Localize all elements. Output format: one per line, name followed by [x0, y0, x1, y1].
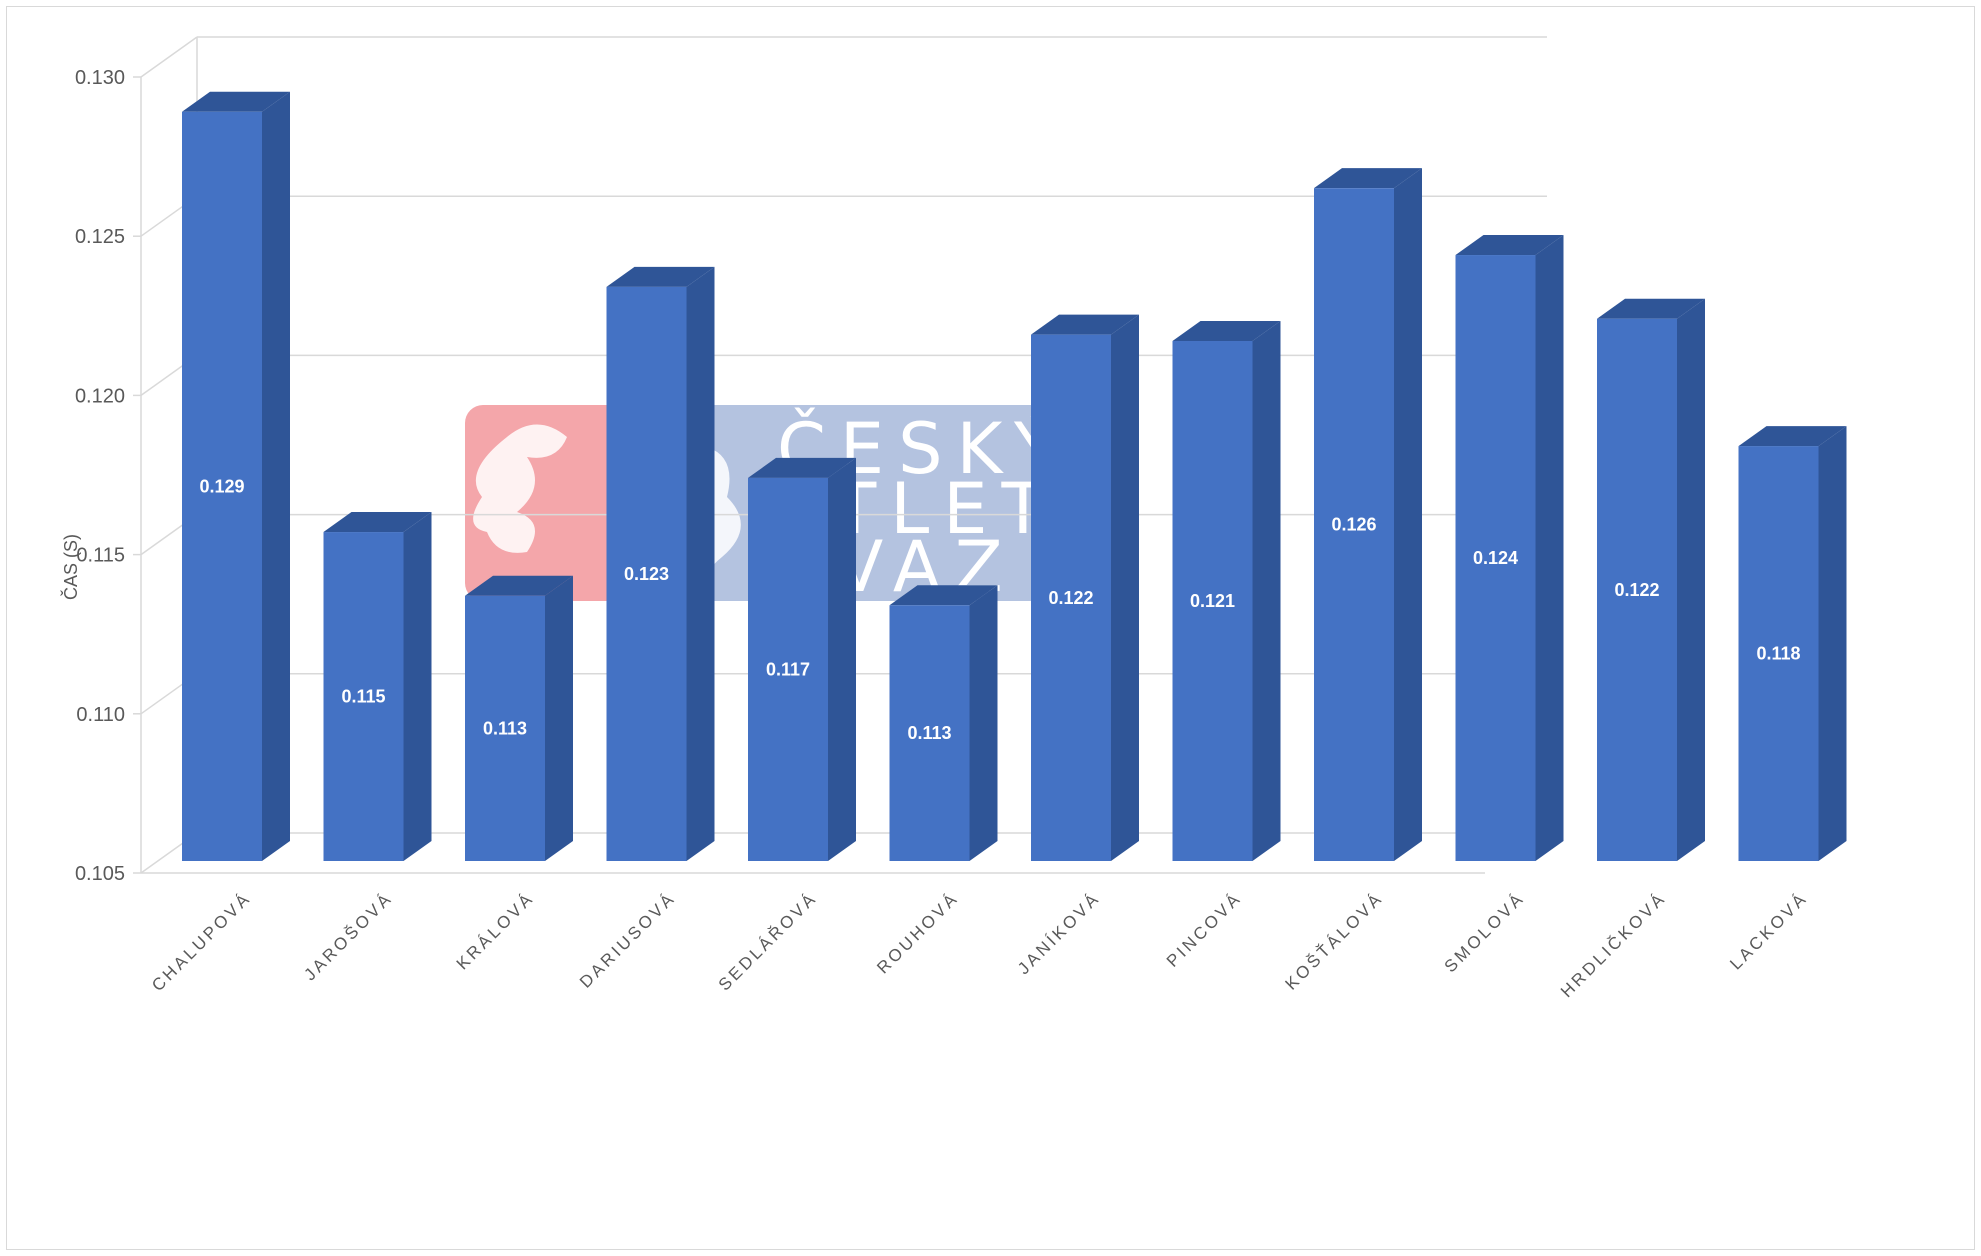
bar-front — [606, 286, 687, 861]
bar-side — [686, 266, 715, 861]
data-label: 0.115 — [341, 687, 385, 707]
data-label: 0.129 — [199, 476, 244, 496]
bar-front — [1314, 188, 1394, 861]
x-tick-label: DARIUSOVÁ — [576, 888, 679, 991]
bar-6: 0.113 — [889, 585, 998, 861]
bar-side — [1535, 235, 1564, 862]
bar-side — [828, 457, 856, 861]
bar-side — [1252, 321, 1281, 861]
bar-front — [1031, 334, 1111, 861]
x-tick-label: CHALUPOVÁ — [148, 888, 255, 995]
x-tick-label: ROUHOVÁ — [873, 888, 962, 977]
bar-front — [1738, 446, 1819, 861]
data-label: 0.122 — [1048, 588, 1093, 608]
x-tick-label: PINCOVÁ — [1163, 888, 1245, 970]
bar-side — [403, 512, 432, 861]
x-tick-label: KOŠŤÁLOVÁ — [1281, 888, 1386, 993]
bar-9: 0.126 — [1314, 168, 1422, 861]
bar-front — [748, 477, 828, 861]
bar-10: 0.124 — [1455, 235, 1564, 862]
data-label: 0.124 — [1473, 548, 1518, 568]
bar-12: 0.118 — [1738, 426, 1847, 861]
bar-front — [889, 605, 970, 861]
bar-front — [182, 111, 262, 861]
bar-front — [1172, 341, 1253, 861]
data-label: 0.123 — [624, 564, 669, 584]
bar-top — [182, 91, 290, 112]
y-tick-label: 0.125 — [75, 226, 125, 248]
bar-top — [889, 585, 998, 606]
bar-top — [465, 575, 573, 596]
y-tick-label: 0.130 — [75, 67, 125, 89]
bar-1: 0.129 — [182, 91, 290, 861]
bar-top — [748, 457, 856, 478]
bar-side — [969, 585, 998, 861]
data-label: 0.113 — [483, 718, 527, 738]
bar-front — [1455, 255, 1536, 862]
bar-top — [1738, 426, 1847, 447]
data-label: 0.122 — [1614, 580, 1659, 600]
data-label: 0.126 — [1331, 515, 1376, 535]
y-tick-label: 0.115 — [76, 545, 125, 567]
bar-top — [1597, 298, 1705, 319]
x-tick-label: JANÍKOVÁ — [1014, 888, 1104, 978]
bar-top — [1031, 314, 1139, 335]
bar-front — [323, 532, 404, 861]
gridline-depth — [140, 36, 198, 78]
chart-frame: ČESKÝ ATLETICKÝ SVAZ 0.130 0.125 0.120 0.115 0… — [6, 6, 1975, 1250]
x-tick-label: KRÁLOVÁ — [453, 888, 538, 973]
bar-top — [1314, 168, 1422, 189]
bar-top — [1455, 235, 1564, 256]
data-label: 0.118 — [1756, 644, 1800, 664]
bar-8: 0.121 — [1172, 321, 1281, 861]
y-axis-label: ČAS (S) — [60, 534, 81, 600]
data-label: 0.121 — [1190, 591, 1235, 611]
bar-top — [606, 266, 715, 287]
x-axis: CHALUPOVÁ JAROŠOVÁ KRÁLOVÁ DARIUSOVÁ SEDLÁŘO… — [148, 888, 1811, 1001]
y-tick-label: 0.120 — [75, 385, 125, 407]
bar-2: 0.115 — [323, 512, 432, 861]
bar-side — [262, 91, 290, 861]
x-tick-label: JAROŠOVÁ — [300, 888, 396, 984]
y-tick-label: 0.105 — [75, 863, 125, 885]
bar-front — [465, 595, 545, 861]
y-tick-label: 0.110 — [76, 704, 125, 726]
bars: 0.129 0.115 0.113 0.123 0.117 0.113 0.122 0.121… — [182, 91, 1847, 862]
x-tick-label: HRDLIČKOVÁ — [1557, 888, 1670, 1001]
bar-top — [1172, 321, 1281, 342]
bar-side — [1111, 314, 1139, 861]
bar-side — [1818, 426, 1847, 861]
bar-side — [1394, 168, 1422, 861]
y-axis: 0.130 0.125 0.120 0.115 0.110 0.105 — [75, 67, 142, 885]
bar-side — [1677, 298, 1705, 862]
bar-7: 0.122 — [1031, 314, 1139, 861]
x-tick-label: LACKOVÁ — [1726, 888, 1811, 973]
bar-5: 0.117 — [748, 457, 856, 861]
bar-11: 0.122 — [1597, 298, 1705, 862]
bar-3: 0.113 — [465, 575, 573, 861]
bar-side — [545, 575, 573, 861]
bar-top — [323, 512, 432, 533]
bar-4: 0.123 — [606, 266, 715, 861]
data-label: 0.113 — [907, 723, 951, 743]
data-label: 0.117 — [766, 659, 810, 679]
bar-front — [1597, 318, 1677, 862]
x-tick-label: SEDLÁŘOVÁ — [715, 888, 821, 994]
x-tick-label: SMOLOVÁ — [1441, 888, 1529, 976]
